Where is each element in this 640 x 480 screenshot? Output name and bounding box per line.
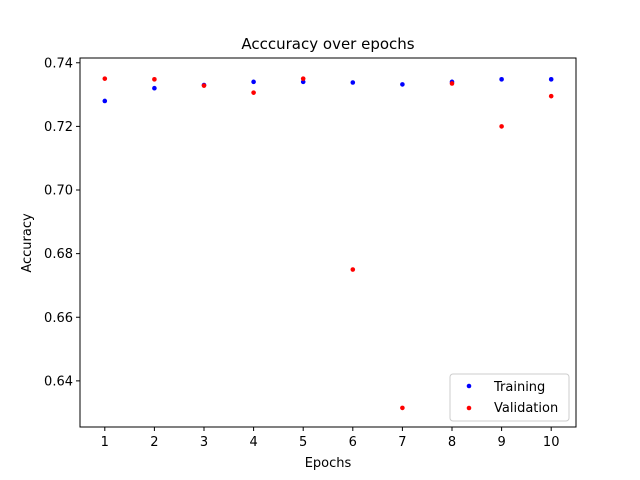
y-axis: 0.64 0.66 0.68 0.70 0.72 0.74 bbox=[44, 56, 80, 389]
y-tick-label: 0.70 bbox=[44, 184, 73, 199]
data-points bbox=[102, 76, 554, 411]
training-point bbox=[251, 79, 256, 85]
validation-point bbox=[201, 83, 207, 88]
x-tick-label: 7 bbox=[398, 435, 406, 450]
validation-point bbox=[449, 81, 455, 86]
validation-point bbox=[350, 267, 356, 272]
y-tick-label: 0.64 bbox=[44, 374, 73, 389]
y-tick-label: 0.72 bbox=[44, 120, 73, 135]
legend-label-training: Training bbox=[493, 380, 545, 395]
training-point bbox=[152, 85, 157, 91]
x-tick-label: 1 bbox=[101, 435, 109, 450]
validation-point bbox=[499, 124, 504, 129]
x-tick-label: 8 bbox=[448, 435, 456, 450]
legend-marker-validation bbox=[466, 405, 472, 411]
training-point bbox=[300, 79, 306, 85]
x-tick-label: 9 bbox=[497, 435, 505, 450]
validation-point bbox=[102, 76, 108, 81]
plot-area-frame bbox=[79, 57, 577, 428]
validation-point bbox=[548, 93, 554, 99]
y-tick-label: 0.74 bbox=[44, 56, 73, 71]
validation-point bbox=[400, 405, 405, 411]
y-axis-label: Accuracy bbox=[20, 213, 35, 273]
x-tick-label: 5 bbox=[299, 435, 307, 450]
training-point bbox=[102, 98, 108, 104]
x-tick-label: 10 bbox=[543, 435, 560, 450]
x-tick-label: 3 bbox=[200, 435, 208, 450]
legend-box bbox=[449, 373, 570, 422]
validation-point bbox=[251, 90, 256, 95]
legend-label-validation: Validation bbox=[494, 401, 558, 416]
legend-marker-training bbox=[466, 383, 472, 389]
training-point bbox=[548, 77, 554, 82]
y-tick-label: 0.68 bbox=[44, 247, 73, 262]
x-tick-label: 2 bbox=[150, 435, 158, 450]
y-tick-label: 0.66 bbox=[44, 311, 73, 326]
training-point bbox=[499, 77, 504, 82]
x-axis-label: Epochs bbox=[305, 456, 352, 471]
validation-point bbox=[300, 76, 306, 81]
legend: Training Validation bbox=[449, 373, 570, 422]
x-tick-label: 4 bbox=[249, 435, 257, 450]
x-axis: 1 2 3 4 5 6 7 8 9 10 bbox=[101, 427, 560, 450]
validation-point bbox=[152, 77, 157, 82]
training-point bbox=[350, 80, 356, 85]
chart-title: Acccuracy over epochs bbox=[241, 35, 414, 53]
x-tick-label: 6 bbox=[349, 435, 357, 450]
training-point bbox=[400, 82, 405, 87]
